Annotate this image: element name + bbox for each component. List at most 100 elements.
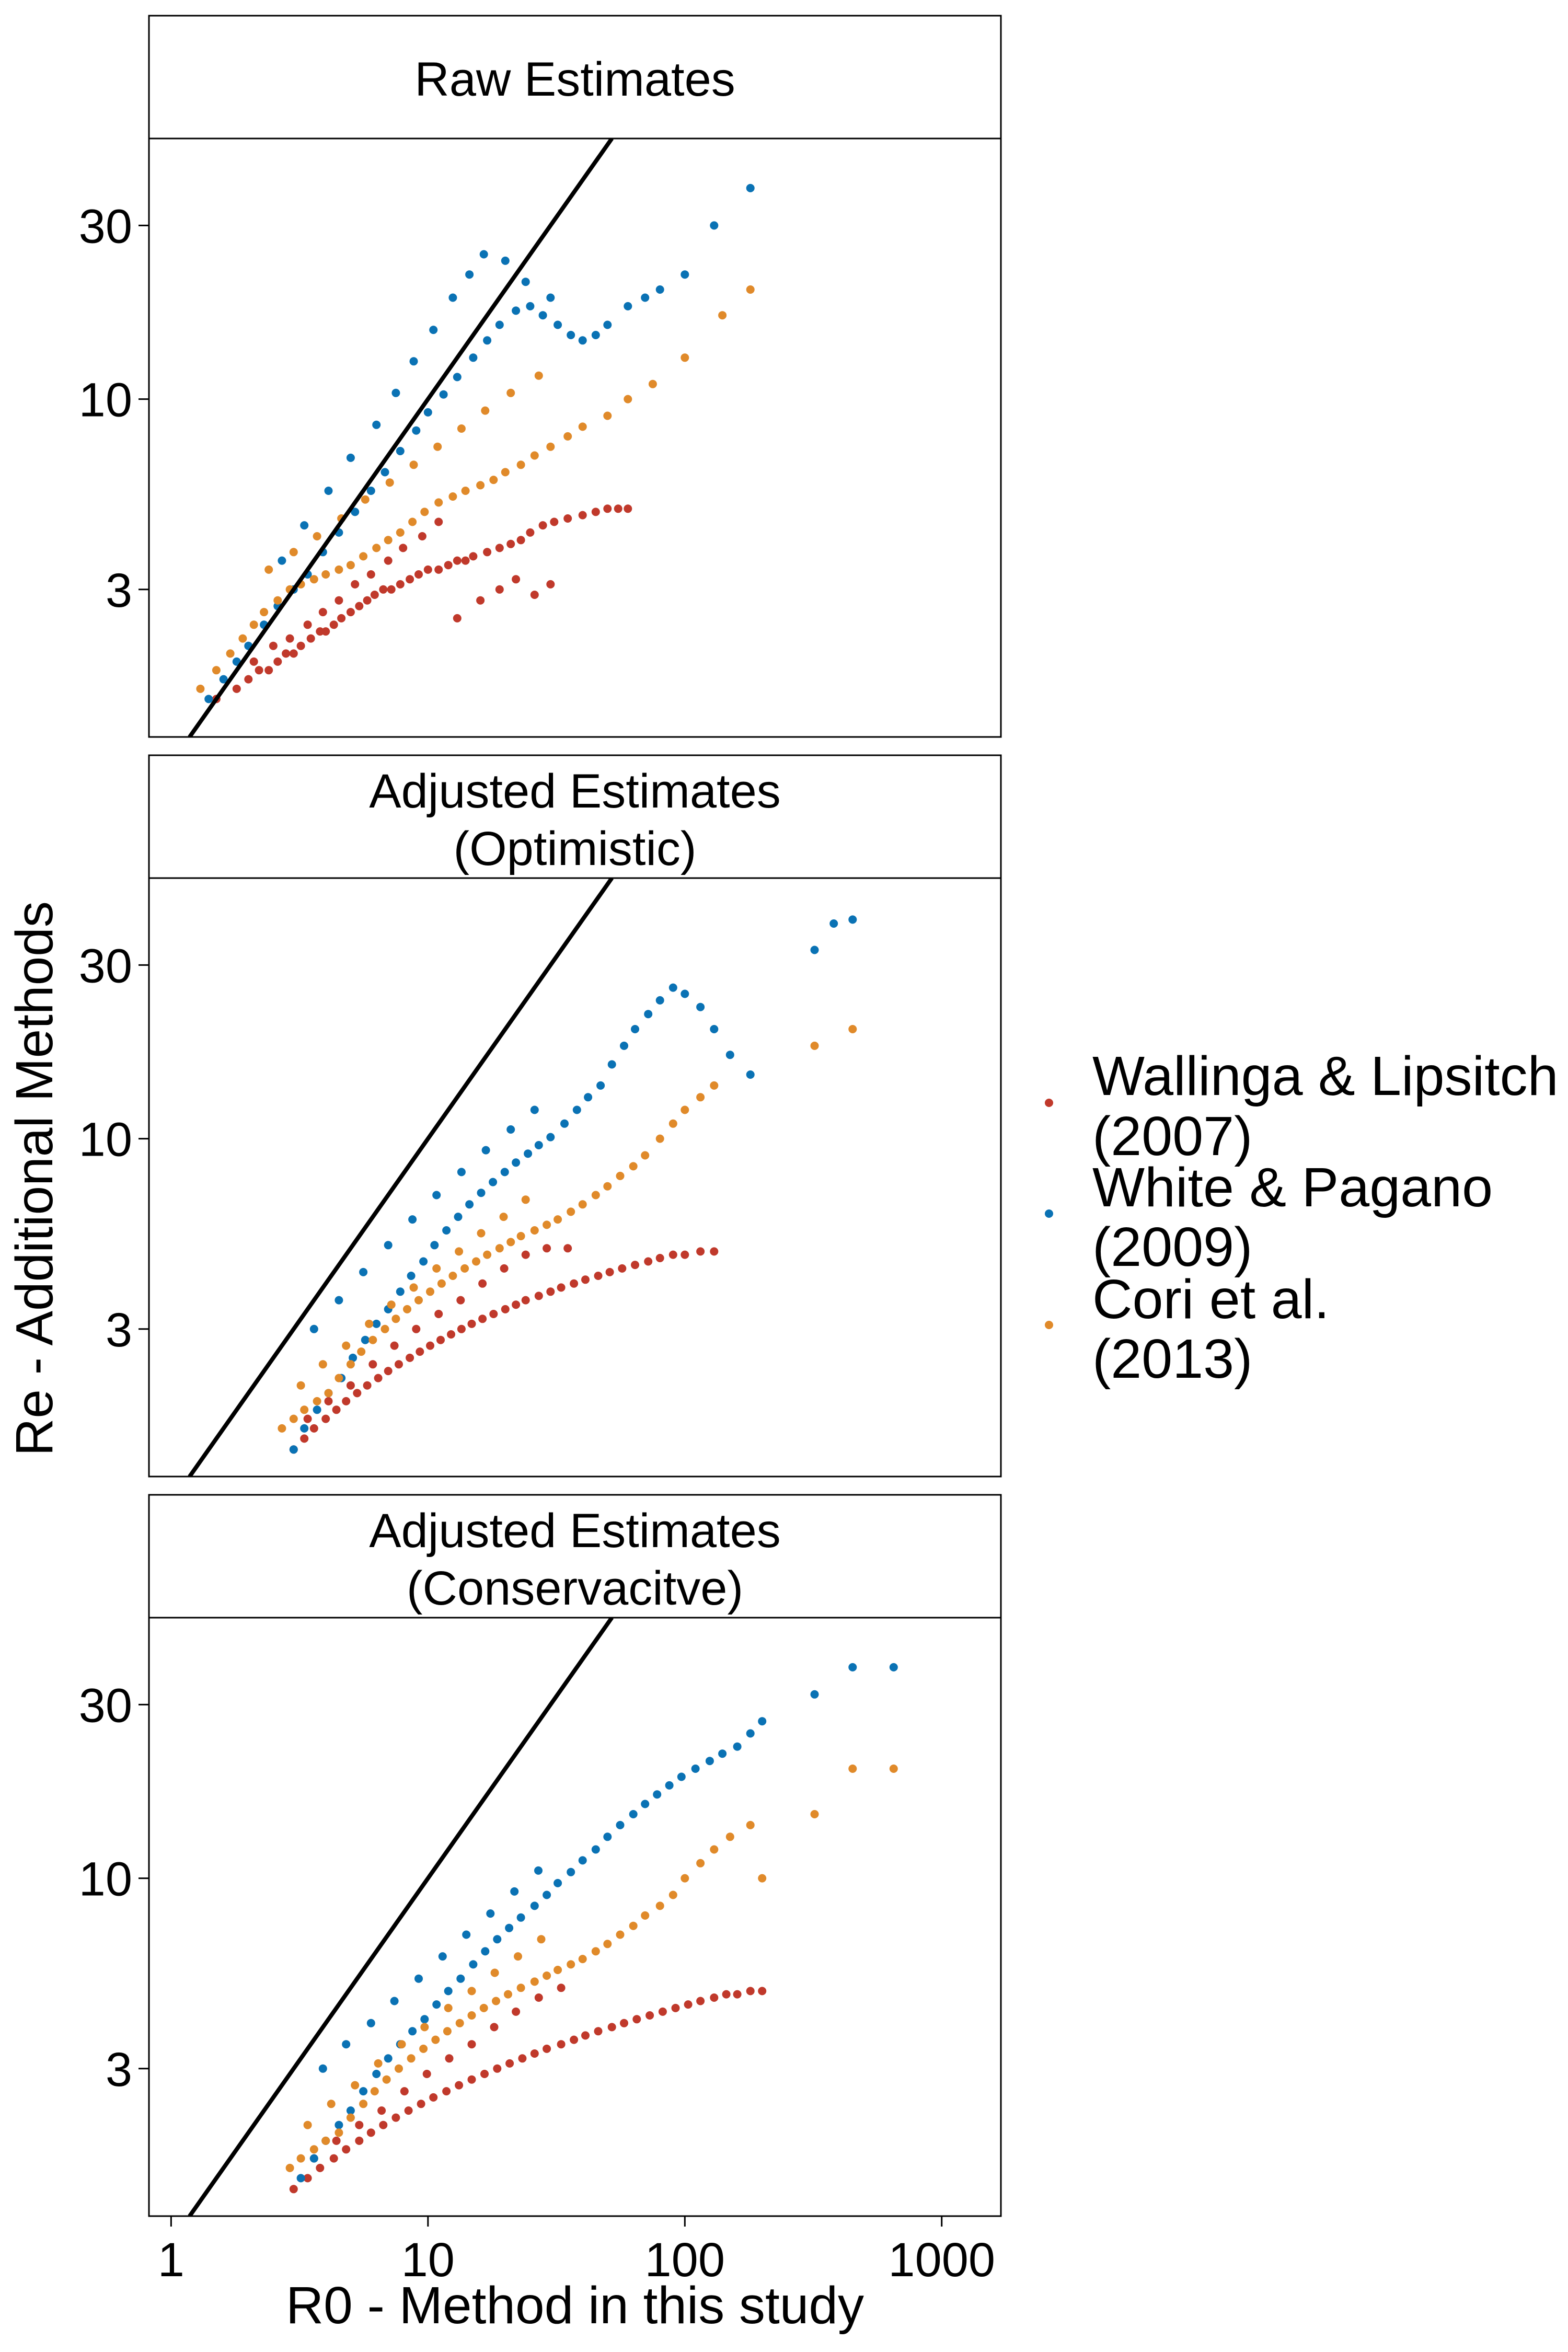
point-cori bbox=[260, 608, 269, 617]
point-cori bbox=[758, 1874, 767, 1883]
point-white bbox=[278, 556, 286, 565]
point-cori bbox=[335, 2128, 343, 2137]
x-tick-label: 100 bbox=[645, 2233, 725, 2287]
point-wallinga bbox=[696, 1247, 705, 1256]
point-wallinga bbox=[368, 1360, 377, 1369]
point-cori bbox=[420, 508, 429, 516]
point-cori bbox=[746, 1820, 755, 1829]
point-wallinga bbox=[506, 539, 515, 548]
point-cori bbox=[321, 2136, 330, 2145]
point-white bbox=[335, 1296, 343, 1305]
point-wallinga bbox=[543, 2044, 551, 2053]
point-white bbox=[629, 1810, 638, 1818]
point-cori bbox=[655, 1901, 664, 1910]
point-cori bbox=[696, 1093, 705, 1102]
point-white bbox=[372, 420, 381, 429]
point-cori bbox=[467, 2011, 476, 2020]
point-white bbox=[439, 390, 448, 399]
point-white bbox=[725, 1051, 734, 1059]
plot-frame-conservative bbox=[148, 1617, 1002, 2217]
legend-label-white-line2: (2009) bbox=[1092, 1216, 1252, 1278]
point-wallinga bbox=[512, 2007, 521, 2016]
point-cori bbox=[313, 532, 321, 540]
point-wallinga bbox=[335, 596, 343, 605]
point-cori bbox=[384, 536, 393, 545]
point-wallinga bbox=[758, 1987, 767, 1996]
point-cori bbox=[603, 411, 612, 420]
point-cori bbox=[249, 620, 258, 629]
point-white bbox=[710, 1025, 719, 1033]
reference-line-identity bbox=[188, 878, 614, 1477]
panel-conservative: Adjusted Estimates (Conservacitve) bbox=[148, 1494, 1002, 2217]
point-wallinga bbox=[534, 1292, 543, 1300]
point-wallinga bbox=[530, 2049, 539, 2058]
x-axis-ticks: 1 10 100 1000 bbox=[158, 2216, 995, 2287]
strip-box-conservative bbox=[148, 1494, 1002, 1619]
point-white bbox=[691, 1765, 700, 1773]
point-cori bbox=[476, 481, 485, 490]
points-layer-raw bbox=[188, 139, 755, 737]
point-wallinga bbox=[480, 2070, 489, 2078]
point-white bbox=[641, 1800, 650, 1808]
point-cori bbox=[506, 1238, 515, 1247]
point-wallinga bbox=[591, 508, 600, 516]
point-white bbox=[501, 256, 510, 265]
point-wallinga bbox=[478, 1315, 487, 1323]
point-wallinga bbox=[733, 1990, 742, 1999]
point-wallinga bbox=[303, 2174, 312, 2183]
point-white bbox=[538, 311, 547, 320]
point-cori bbox=[324, 1389, 333, 1398]
point-wallinga bbox=[316, 2163, 325, 2172]
point-cori bbox=[437, 1279, 446, 1288]
point-cori bbox=[501, 468, 510, 477]
point-cori bbox=[481, 406, 490, 415]
point-white bbox=[677, 1772, 686, 1781]
x-axis-title: R0 - Method in this study bbox=[286, 2276, 864, 2335]
point-white bbox=[620, 1041, 628, 1050]
point-cori bbox=[681, 1874, 689, 1883]
point-cori bbox=[278, 1424, 286, 1433]
point-cori bbox=[710, 1845, 719, 1854]
point-cori bbox=[448, 492, 457, 501]
point-cori bbox=[624, 395, 632, 403]
point-wallinga bbox=[457, 1324, 466, 1333]
point-wallinga bbox=[521, 1296, 530, 1305]
point-white bbox=[300, 1424, 309, 1433]
point-cori bbox=[461, 487, 470, 495]
point-wallinga bbox=[469, 552, 478, 561]
point-white bbox=[361, 1335, 370, 1344]
point-cori bbox=[616, 1930, 625, 1939]
point-wallinga bbox=[414, 570, 423, 579]
point-cori bbox=[238, 634, 247, 643]
point-white bbox=[505, 1923, 514, 1932]
point-cori bbox=[359, 552, 368, 561]
point-white bbox=[584, 1093, 593, 1102]
point-cori bbox=[365, 1319, 374, 1328]
point-cori bbox=[300, 1405, 309, 1414]
point-white bbox=[733, 1742, 742, 1751]
point-wallinga bbox=[404, 2106, 413, 2115]
point-wallinga bbox=[346, 608, 355, 617]
point-white bbox=[391, 388, 400, 397]
point-white bbox=[324, 487, 333, 495]
point-cori bbox=[725, 1832, 734, 1841]
point-white bbox=[655, 996, 664, 1005]
point-cori bbox=[810, 1041, 819, 1050]
point-wallinga bbox=[447, 1330, 455, 1339]
point-cori bbox=[641, 1911, 650, 1920]
point-white bbox=[300, 521, 309, 530]
point-wallinga bbox=[300, 1434, 309, 1443]
point-cori bbox=[506, 388, 515, 397]
point-cori bbox=[448, 1272, 457, 1280]
point-cori bbox=[391, 1315, 400, 1323]
point-cori bbox=[387, 1300, 396, 1309]
point-cori bbox=[335, 565, 343, 574]
point-cori bbox=[629, 1921, 638, 1930]
point-wallinga bbox=[244, 675, 253, 684]
point-cori bbox=[273, 596, 282, 605]
point-white bbox=[516, 1913, 525, 1922]
point-wallinga bbox=[746, 1987, 755, 1996]
point-wallinga bbox=[671, 2003, 680, 2012]
y-tick-label: 10 bbox=[79, 374, 132, 427]
point-cori bbox=[521, 1195, 530, 1204]
